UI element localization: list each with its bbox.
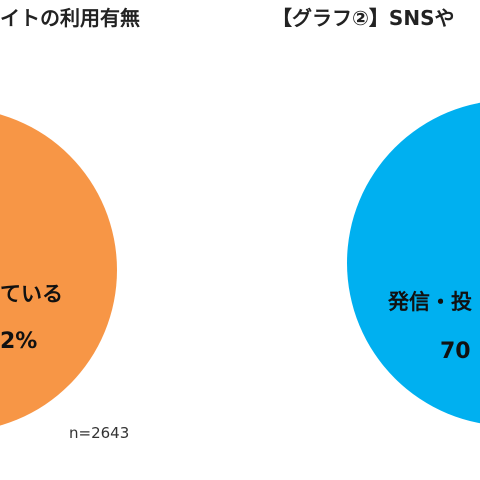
right-pie-slice bbox=[347, 102, 480, 424]
right-slice-percent: 70 bbox=[440, 339, 471, 364]
left-pie-slice bbox=[0, 114, 117, 426]
left-slice-percent: 2% bbox=[0, 329, 37, 354]
right-chart: 【グラフ②】SNSや 発信・投 70 bbox=[272, 6, 480, 424]
right-chart-title: 【グラフ②】SNSや bbox=[272, 6, 454, 30]
left-slice-label: ている bbox=[0, 282, 63, 306]
right-slice-label: 発信・投 bbox=[387, 290, 472, 314]
sample-size-note: n=2643 bbox=[69, 424, 129, 442]
left-chart-title: イトの利用有無 bbox=[0, 6, 140, 30]
left-chart: イトの利用有無 ている 2% n=2643 bbox=[0, 6, 140, 442]
